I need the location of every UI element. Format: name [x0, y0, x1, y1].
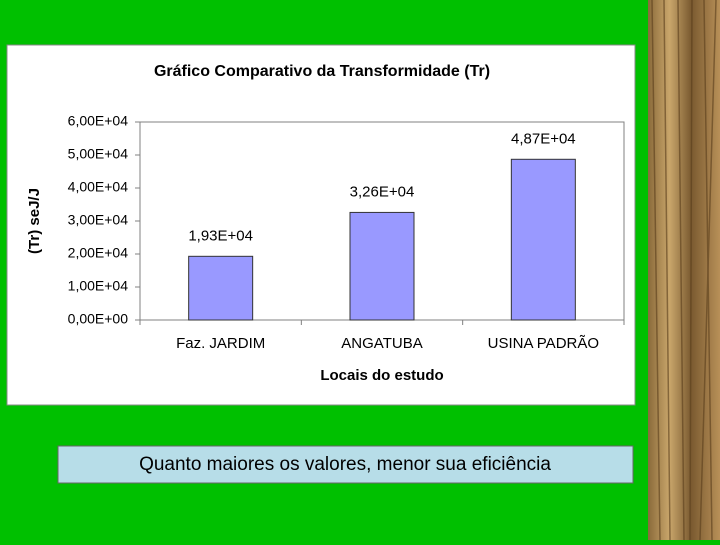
caption: Quanto maiores os valores, menor sua efi…: [139, 454, 551, 475]
x-tick-label: ANGATUBA: [341, 335, 422, 352]
data-label: 4,87E+04: [511, 130, 576, 147]
x-tick-label: USINA PADRÃO: [488, 335, 599, 352]
y-axis-title: (Tr) seJ/J: [26, 188, 43, 254]
y-tick-label: 3,00E+04: [68, 212, 129, 228]
y-tick-label: 5,00E+04: [68, 146, 129, 162]
x-tick-label: Faz. JARDIM: [176, 335, 265, 352]
caption-box: [57, 445, 634, 484]
y-tick-label: 0,00E+00: [68, 311, 129, 327]
y-tick-label: 6,00E+04: [68, 113, 129, 129]
y-tick-label: 4,00E+04: [68, 179, 129, 195]
y-tick-label: 2,00E+04: [68, 245, 129, 261]
bar: [188, 255, 254, 321]
x-axis-title: Locais do estudo: [320, 367, 443, 384]
bar: [510, 158, 576, 321]
bar: [349, 211, 415, 321]
data-label: 3,26E+04: [350, 183, 415, 200]
grass-strands: [651, 0, 717, 541]
chart-title: Gráfico Comparativo da Transformidade (T…: [154, 63, 490, 80]
y-tick-label: 1,00E+04: [68, 278, 129, 294]
data-label: 1,93E+04: [188, 227, 253, 244]
